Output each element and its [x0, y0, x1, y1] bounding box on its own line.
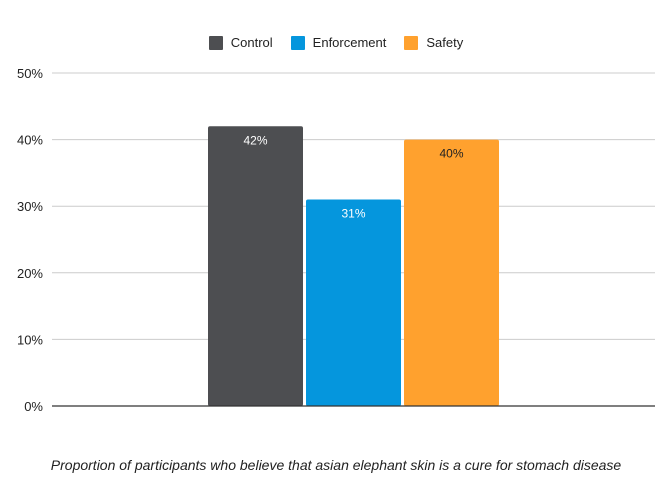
- y-tick-label: 10%: [17, 332, 43, 347]
- bar-safety: [404, 139, 499, 406]
- bar-enforcement: [306, 199, 401, 406]
- data-label-enforcement: 31%: [341, 207, 365, 221]
- legend-item-safety: Safety: [404, 35, 463, 50]
- legend-swatch-enforcement: [290, 35, 305, 50]
- legend-item-control: Control: [208, 35, 273, 50]
- legend-label-safety: Safety: [426, 35, 464, 50]
- x-axis-caption: Proportion of participants who believe t…: [50, 457, 622, 473]
- y-tick-label: 20%: [17, 266, 43, 281]
- y-tick-label: 40%: [17, 133, 43, 148]
- y-tick-label: 0%: [24, 399, 43, 414]
- y-tick-label: 30%: [17, 199, 43, 214]
- y-tick-label: 50%: [17, 66, 43, 81]
- data-label-safety: 40%: [439, 147, 463, 161]
- legend-item-enforcement: Enforcement: [290, 35, 387, 50]
- legend-swatch-safety: [404, 35, 419, 50]
- bar-control: [208, 126, 303, 406]
- legend-label-enforcement: Enforcement: [312, 35, 387, 50]
- legend-swatch-control: [208, 35, 223, 50]
- data-label-control: 42%: [243, 133, 267, 147]
- legend: Control Enforcement Safety: [0, 35, 672, 50]
- legend-label-control: Control: [230, 35, 273, 50]
